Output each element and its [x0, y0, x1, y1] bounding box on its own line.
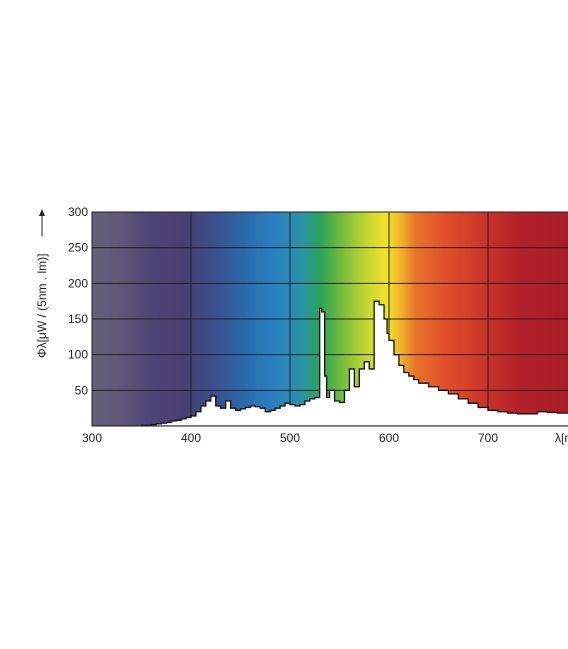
- y-tick-label: 300: [68, 205, 88, 219]
- plot-area: [92, 212, 568, 426]
- spectrum-curve: [92, 300, 568, 426]
- x-tick-label: 300: [82, 431, 102, 445]
- plot-frame: [91, 211, 568, 427]
- y-tick-label: 50: [75, 383, 89, 397]
- y-tick-label: 150: [68, 312, 88, 326]
- y-axis-arrow-icon: [39, 209, 45, 236]
- x-tick-label: 400: [181, 431, 201, 445]
- x-axis-label: λ[nm]: [555, 431, 568, 445]
- y-tick-label: 100: [68, 348, 88, 362]
- x-axis-ticks: 300 400 500 600 700: [82, 431, 498, 445]
- y-tick-label: 200: [68, 276, 88, 290]
- y-axis-label: Φλ[μW / (5nm . lm)]: [35, 254, 49, 358]
- x-tick-label: 500: [280, 431, 300, 445]
- x-tick-label: 600: [379, 431, 399, 445]
- y-axis-ticks: 50 100 150 200 250 300: [68, 205, 88, 397]
- x-tick-label: 700: [478, 431, 498, 445]
- y-tick-label: 250: [68, 241, 88, 255]
